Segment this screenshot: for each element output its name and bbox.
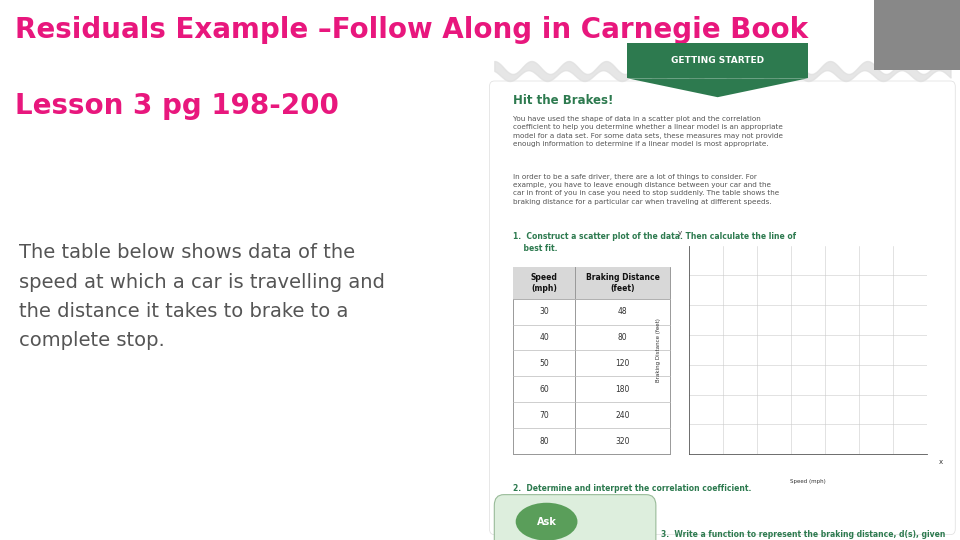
Text: Ask: Ask [537,517,557,526]
Text: Lesson 3 pg 198-200: Lesson 3 pg 198-200 [14,92,339,120]
Text: 2.  Determine and interpret the correlation coefficient.: 2. Determine and interpret the correlati… [514,484,752,493]
Text: 30: 30 [540,307,549,316]
Text: In order to be a safe driver, there are a lot of things to consider. For
example: In order to be a safe driver, there are … [514,174,780,205]
Text: 40: 40 [540,333,549,342]
Text: 70: 70 [540,411,549,420]
Text: 120: 120 [615,359,630,368]
Text: 180: 180 [615,385,630,394]
FancyBboxPatch shape [494,495,656,540]
Text: 60: 60 [540,385,549,394]
Text: 50: 50 [540,359,549,368]
FancyBboxPatch shape [875,0,960,70]
Text: 1.  Construct a scatter plot of the data. Then calculate the line of
    best fi: 1. Construct a scatter plot of the data.… [514,232,797,253]
Text: The table below shows data of the
speed at which a car is travelling and
the dis: The table below shows data of the speed … [19,243,385,350]
FancyBboxPatch shape [490,81,955,535]
Text: 3.  Write a function to represent the braking distance, d(s), given
    the spee: 3. Write a function to represent the bra… [660,530,945,540]
Text: Hit the Brakes!: Hit the Brakes! [514,94,613,107]
Ellipse shape [516,503,578,540]
Text: 48: 48 [618,307,628,316]
FancyBboxPatch shape [514,267,670,454]
FancyBboxPatch shape [514,267,670,299]
Text: Braking Distance
(feet): Braking Distance (feet) [586,273,660,293]
Text: Residuals Example –Follow Along in Carnegie Book: Residuals Example –Follow Along in Carne… [14,16,807,44]
Text: GETTING STARTED: GETTING STARTED [671,56,764,65]
Text: 320: 320 [615,437,630,445]
Text: Braking Distance (feet): Braking Distance (feet) [656,318,660,382]
Text: 80: 80 [540,437,549,445]
Text: 240: 240 [615,411,630,420]
Text: x: x [939,460,943,465]
Polygon shape [628,78,808,97]
Text: 80: 80 [618,333,628,342]
Text: y: y [678,230,682,236]
Text: Speed (mph): Speed (mph) [790,479,826,484]
FancyBboxPatch shape [628,43,808,78]
Text: You have used the shape of data in a scatter plot and the correlation
coefficien: You have used the shape of data in a sca… [514,116,783,147]
Text: Speed
(mph): Speed (mph) [531,273,558,293]
